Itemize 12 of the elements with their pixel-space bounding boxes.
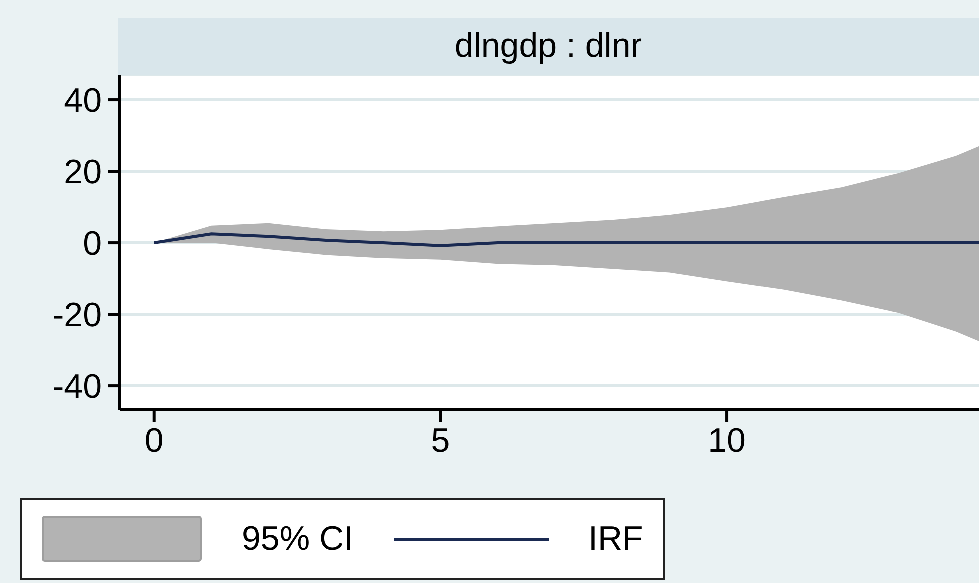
x-tick-label: 10 — [708, 422, 746, 460]
text: 95% CI — [242, 520, 354, 558]
chart-title: dlngdp : dlnr — [118, 18, 979, 75]
y-tick-label: 0 — [83, 225, 102, 264]
y-tick-label: 20 — [64, 154, 102, 192]
x-tick-label: 0 — [144, 422, 164, 460]
line-series — [152, 232, 979, 248]
y-tick-label: 40 — [64, 82, 102, 120]
x-tick-label: 5 — [431, 422, 450, 460]
legend-label: IRF — [588, 520, 644, 558]
y-tick-label: -20 — [52, 296, 102, 335]
y-tick-label: -40 — [52, 368, 102, 406]
